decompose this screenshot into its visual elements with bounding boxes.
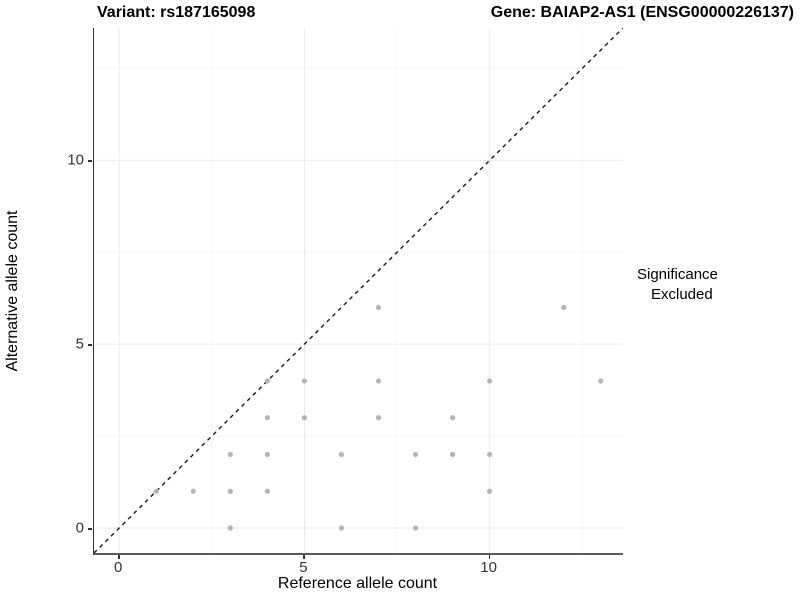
data-point <box>412 525 419 531</box>
data-point <box>301 415 308 421</box>
data-point <box>264 488 270 494</box>
scatter-plot <box>94 28 623 553</box>
y-tick-mark <box>88 528 92 530</box>
data-point <box>227 488 233 494</box>
y-tick-label: 0 <box>75 519 84 537</box>
data-point <box>449 451 456 458</box>
plot-panel <box>93 28 623 555</box>
y-tick-label: 10 <box>67 151 84 169</box>
data-point <box>264 378 270 384</box>
data-point <box>301 378 308 384</box>
data-point <box>153 488 159 494</box>
data-point <box>264 451 270 458</box>
identity-line <box>94 28 623 553</box>
data-point <box>190 488 196 494</box>
y-axis-title: Alternative allele count <box>4 210 21 372</box>
data-point <box>449 415 456 421</box>
data-point <box>487 488 493 494</box>
data-point <box>598 378 604 384</box>
gene-title: Gene: BAIAP2-AS1 (ENSG00000226137) <box>490 4 794 21</box>
legend-entry-excluded: Excluded <box>637 286 718 303</box>
x-axis-title: Reference allele count <box>277 575 438 592</box>
legend-title: Significance <box>637 266 718 283</box>
x-tick-label: 5 <box>299 559 308 576</box>
x-tick-label: 10 <box>480 559 497 576</box>
x-tick-mark <box>118 555 120 559</box>
data-point <box>338 525 345 531</box>
data-point <box>412 451 419 458</box>
data-point <box>264 415 270 421</box>
data-point <box>561 304 567 311</box>
data-point <box>227 451 233 458</box>
data-point <box>375 378 382 384</box>
x-tick-mark <box>488 555 491 559</box>
data-point <box>227 525 233 531</box>
excluded-point-icon <box>637 290 646 299</box>
data-point <box>487 378 493 384</box>
data-point <box>375 415 382 421</box>
y-tick-mark <box>88 344 92 346</box>
legend: Significance Excluded <box>637 266 718 303</box>
y-tick-label: 5 <box>75 335 84 353</box>
x-tick-label: 0 <box>114 559 123 576</box>
variant-title: Variant: rs187165098 <box>97 4 256 21</box>
y-tick-mark <box>88 160 92 162</box>
data-point <box>487 451 493 458</box>
x-tick-mark <box>303 555 305 559</box>
data-point <box>375 304 382 311</box>
legend-entry-label: Excluded <box>651 286 713 303</box>
data-point <box>338 451 345 458</box>
